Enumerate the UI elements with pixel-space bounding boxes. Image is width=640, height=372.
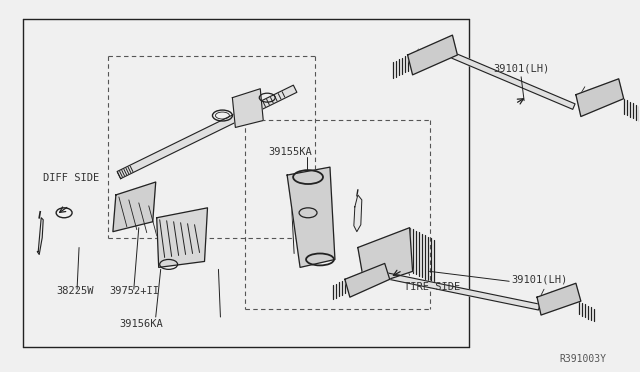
Polygon shape (157, 208, 207, 267)
Text: 39752+II: 39752+II (109, 286, 159, 296)
Text: 39101(LH): 39101(LH) (511, 274, 568, 284)
Polygon shape (232, 89, 263, 128)
Text: 39155KA: 39155KA (268, 147, 312, 157)
Polygon shape (358, 228, 413, 287)
Polygon shape (537, 283, 581, 315)
Polygon shape (113, 182, 156, 232)
Text: TIRE SIDE: TIRE SIDE (404, 282, 460, 292)
Polygon shape (374, 270, 540, 310)
Polygon shape (287, 167, 335, 267)
Text: 39101(LH): 39101(LH) (493, 64, 550, 74)
Polygon shape (117, 85, 297, 179)
Polygon shape (408, 35, 458, 75)
Polygon shape (576, 79, 623, 116)
Text: DIFF SIDE: DIFF SIDE (44, 173, 99, 183)
Polygon shape (345, 263, 390, 297)
Text: 39156KA: 39156KA (119, 319, 163, 329)
Polygon shape (37, 218, 44, 254)
Text: R391003Y: R391003Y (559, 354, 606, 364)
Polygon shape (354, 195, 362, 232)
Text: 38225W: 38225W (56, 286, 93, 296)
Polygon shape (442, 48, 575, 109)
